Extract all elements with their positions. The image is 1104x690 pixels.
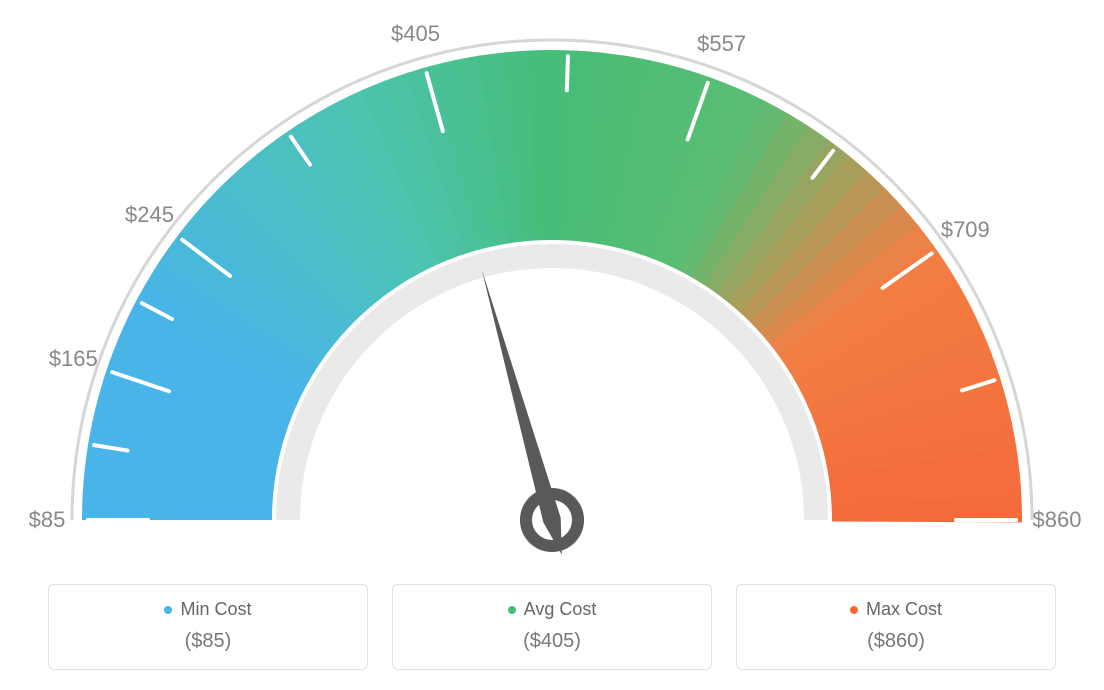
legend-label-avg: Avg Cost bbox=[524, 599, 597, 620]
legend-value-avg: ($405) bbox=[401, 630, 703, 653]
legend-value-max: ($860) bbox=[745, 630, 1047, 653]
gauge-tick-label: $245 bbox=[125, 202, 174, 228]
gauge-tick-label: $557 bbox=[697, 31, 746, 57]
gauge-color-ring bbox=[82, 50, 1022, 522]
gauge-tick-label: $165 bbox=[49, 346, 98, 372]
gauge-tick-label: $709 bbox=[941, 217, 990, 243]
legend-card-max: Max Cost ($860) bbox=[736, 584, 1056, 670]
legend-dot-avg bbox=[508, 606, 516, 614]
legend-dot-max bbox=[850, 606, 858, 614]
legend-title-max: Max Cost bbox=[850, 599, 942, 620]
legend-card-avg: Avg Cost ($405) bbox=[392, 584, 712, 670]
legend-row: Min Cost ($85) Avg Cost ($405) Max Cost … bbox=[0, 584, 1104, 670]
gauge-tick-label: $405 bbox=[391, 21, 440, 47]
gauge-tick-label: $85 bbox=[29, 507, 66, 533]
legend-title-avg: Avg Cost bbox=[508, 599, 597, 620]
legend-card-min: Min Cost ($85) bbox=[48, 584, 368, 670]
gauge-svg bbox=[0, 0, 1104, 560]
legend-label-min: Min Cost bbox=[180, 599, 251, 620]
gauge-tick-label: $860 bbox=[1033, 507, 1082, 533]
gauge-area: $85 $165 $245 $405 $557 $709 $860 bbox=[0, 0, 1104, 560]
legend-value-min: ($85) bbox=[57, 630, 359, 653]
legend-label-max: Max Cost bbox=[866, 599, 942, 620]
legend-title-min: Min Cost bbox=[164, 599, 251, 620]
cost-gauge-chart: $85 $165 $245 $405 $557 $709 $860 Min Cost ($8… bbox=[0, 0, 1104, 690]
legend-dot-min bbox=[164, 606, 172, 614]
